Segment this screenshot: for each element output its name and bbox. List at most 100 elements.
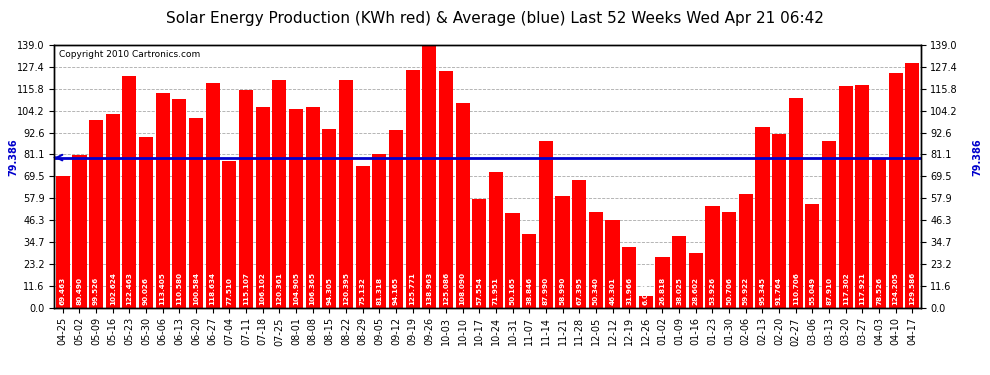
Bar [589,212,603,308]
Bar [822,141,837,308]
Bar [355,166,369,308]
Bar [839,86,852,308]
Bar [489,172,503,308]
Text: Solar Energy Production (KWh red) & Average (blue) Last 52 Weeks Wed Apr 21 06:4: Solar Energy Production (KWh red) & Aver… [166,11,824,26]
Text: 125.086: 125.086 [443,272,448,304]
Bar [672,236,686,308]
Text: 67.395: 67.395 [576,276,582,304]
Text: 110.580: 110.580 [176,272,182,304]
Text: 79.386: 79.386 [972,139,982,176]
Bar [206,84,220,308]
Text: 115.107: 115.107 [243,272,249,304]
Bar [255,107,269,308]
Text: 104.905: 104.905 [293,272,299,304]
Bar [472,199,486,308]
Text: 38.025: 38.025 [676,277,682,304]
Bar [706,206,720,308]
Text: 117.302: 117.302 [842,272,848,304]
Bar [639,296,653,307]
Bar [322,129,337,308]
Text: 31.966: 31.966 [626,276,633,304]
Bar [172,99,186,308]
Bar [272,80,286,308]
Bar [189,117,203,308]
Text: 50.706: 50.706 [726,277,733,304]
Bar [339,80,353,308]
Text: 81.318: 81.318 [376,277,382,304]
Text: 129.586: 129.586 [910,272,916,304]
Text: 87.910: 87.910 [826,277,832,304]
Bar [406,70,420,308]
Text: 113.405: 113.405 [159,272,165,304]
Bar [755,128,769,308]
Text: 108.090: 108.090 [459,272,465,304]
Bar [289,110,303,308]
Bar [572,180,586,308]
Bar [689,254,703,308]
Text: 100.584: 100.584 [193,272,199,304]
Bar [372,154,386,308]
Text: 59.922: 59.922 [742,276,748,304]
Text: 46.301: 46.301 [610,277,616,304]
Bar [106,114,120,308]
Text: 57.554: 57.554 [476,276,482,304]
Text: 87.990: 87.990 [543,276,548,304]
Text: 91.764: 91.764 [776,277,782,304]
Text: 106.102: 106.102 [259,272,265,304]
Text: 69.463: 69.463 [59,276,65,304]
Text: 94.165: 94.165 [393,276,399,304]
Bar [622,247,637,308]
Bar [55,176,70,308]
Bar [506,213,520,308]
Bar [789,98,803,308]
Text: 94.305: 94.305 [327,277,333,304]
Text: 106.365: 106.365 [310,272,316,304]
Text: 120.395: 120.395 [343,272,349,304]
Text: 124.205: 124.205 [893,272,899,304]
Bar [539,141,553,308]
Text: 122.463: 122.463 [127,272,133,304]
Text: 53.926: 53.926 [710,276,716,304]
Text: 50.340: 50.340 [593,277,599,304]
Bar [655,257,669,307]
Bar [855,85,869,308]
Bar [72,156,86,308]
Text: 118.634: 118.634 [210,272,216,304]
Bar [722,212,737,308]
Text: 55.049: 55.049 [810,276,816,304]
Bar [805,204,820,308]
Text: 38.846: 38.846 [527,276,533,304]
Text: 95.345: 95.345 [759,276,765,304]
Text: 58.990: 58.990 [559,276,565,304]
Text: 78.526: 78.526 [876,276,882,304]
Text: 80.490: 80.490 [76,277,82,304]
Bar [606,220,620,308]
Text: 117.921: 117.921 [859,272,865,304]
Text: 50.165: 50.165 [510,276,516,304]
Text: 77.510: 77.510 [227,277,233,304]
Bar [223,161,237,308]
Bar [89,120,103,308]
Text: 75.132: 75.132 [359,277,365,304]
Bar [522,234,537,308]
Text: 6.079: 6.079 [643,282,648,304]
Bar [239,90,253,308]
Bar [155,93,170,308]
Bar [306,106,320,308]
Text: Copyright 2010 Cartronics.com: Copyright 2010 Cartronics.com [58,50,200,59]
Text: 138.963: 138.963 [427,272,433,304]
Text: 102.624: 102.624 [110,272,116,304]
Bar [123,76,137,308]
Text: 90.026: 90.026 [144,277,149,304]
Text: 120.361: 120.361 [276,272,282,304]
Bar [905,63,920,308]
Bar [555,196,569,308]
Bar [455,104,469,308]
Bar [872,159,886,308]
Bar [139,138,153,308]
Bar [439,71,453,308]
Bar [739,194,752,308]
Text: 28.602: 28.602 [693,277,699,304]
Text: 79.386: 79.386 [8,139,18,176]
Text: 71.951: 71.951 [493,277,499,304]
